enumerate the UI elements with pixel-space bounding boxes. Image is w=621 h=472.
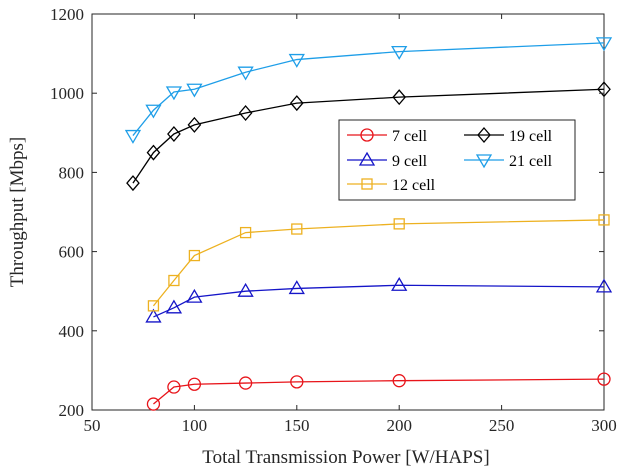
- x-tick-label: 150: [284, 416, 310, 435]
- legend: 7 cell 9 cell 12 cell 19 cell 21 cell: [338, 119, 576, 201]
- legend-entry: 19 cell: [464, 127, 553, 145]
- plot-frame: [91, 13, 605, 411]
- x-tick-label: 100: [182, 416, 208, 435]
- data-point: [288, 53, 305, 68]
- data-point: [595, 278, 613, 293]
- x-axis-label: Total Transmission Power [W/HAPS]: [202, 447, 489, 468]
- y-tick-label: 1000: [50, 84, 84, 103]
- legend-entry: 21 cell: [464, 153, 553, 170]
- legend-marker: [475, 154, 493, 169]
- data-point: [239, 226, 252, 239]
- legend-label: 19 cell: [509, 128, 553, 145]
- data-point: [147, 300, 160, 312]
- data-point: [237, 66, 254, 81]
- data-point: [165, 299, 183, 314]
- series-12-cell: [147, 214, 610, 312]
- series-9-cell: [145, 276, 613, 323]
- legend-entry: 7 cell: [347, 128, 428, 145]
- series-21-cell: [124, 37, 613, 144]
- y-tick-label: 200: [59, 401, 85, 420]
- data-point: [238, 376, 253, 390]
- legend-entry: 9 cell: [347, 151, 428, 170]
- data-point: [187, 116, 202, 133]
- legend-marker: [358, 151, 376, 166]
- legend-marker: [361, 178, 373, 190]
- data-point: [146, 397, 161, 411]
- legend-label: 7 cell: [392, 128, 428, 145]
- x-tick-label: 50: [84, 416, 101, 435]
- series-line: [153, 378, 605, 405]
- data-point: [391, 276, 408, 291]
- data-point: [168, 274, 180, 287]
- data-point: [188, 249, 201, 262]
- data-point: [145, 308, 162, 323]
- y-tick-label: 400: [59, 322, 85, 341]
- y-tick-label: 600: [59, 243, 85, 262]
- x-tick-label: 300: [591, 416, 617, 435]
- y-tick-label: 1200: [50, 5, 84, 24]
- data-point: [288, 280, 305, 295]
- data-point: [165, 86, 183, 101]
- data-point: [167, 380, 181, 394]
- data-point: [391, 45, 408, 60]
- series-line: [153, 284, 605, 318]
- data-point: [393, 218, 405, 230]
- legend-marker: [477, 127, 491, 143]
- data-point: [595, 37, 613, 52]
- series-line: [132, 42, 605, 136]
- data-point: [186, 83, 203, 98]
- data-point: [392, 89, 407, 106]
- x-tick-label: 250: [489, 416, 515, 435]
- y-axis-label: Throughput [Mbps]: [7, 137, 28, 287]
- x-tick-label: 200: [386, 416, 412, 435]
- plot-area: [91, 13, 605, 411]
- data-point: [597, 81, 611, 98]
- axis-ticks: 50 100 150 200 250 300 200 400 600 800 1000 1200: [50, 5, 617, 435]
- y-tick-label: 800: [59, 163, 85, 182]
- legend-marker: [360, 128, 374, 142]
- data-point: [290, 375, 304, 389]
- data-point: [124, 129, 142, 144]
- data-point: [167, 125, 181, 142]
- data-point: [289, 95, 304, 112]
- data-point: [238, 105, 253, 121]
- data-point: [146, 144, 161, 161]
- series-7-cell: [146, 372, 611, 411]
- series-19-cell: [126, 81, 611, 192]
- data-point: [126, 175, 140, 192]
- data-point: [237, 282, 254, 297]
- legend-label: 9 cell: [392, 153, 428, 170]
- data-point: [186, 288, 203, 303]
- data-point: [598, 214, 610, 226]
- series-line: [152, 219, 605, 307]
- data-point: [145, 104, 162, 119]
- legend-label: 21 cell: [509, 153, 553, 170]
- data-point: [597, 372, 611, 386]
- legend-entry: 12 cell: [347, 177, 436, 194]
- data-point: [187, 377, 202, 391]
- data-point: [291, 223, 303, 235]
- data-point: [392, 374, 406, 388]
- series-layer: [124, 37, 613, 411]
- legend-label: 12 cell: [392, 177, 436, 194]
